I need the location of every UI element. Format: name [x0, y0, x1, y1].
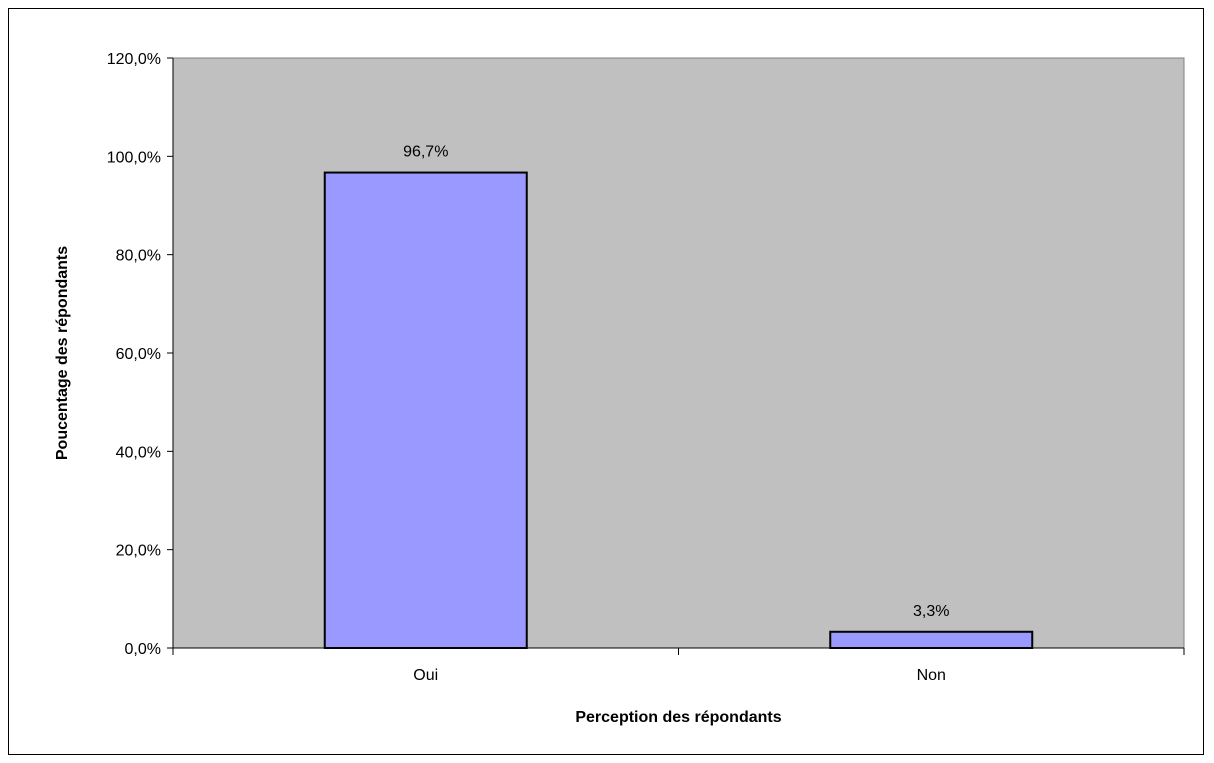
data-label-non: 3,3% — [913, 603, 949, 620]
x-axis-title: Perception des répondants — [575, 709, 781, 726]
y-tick-label: 80,0% — [116, 248, 161, 265]
bars-layer — [323, 171, 1034, 650]
x-tick-label-oui: Oui — [413, 667, 438, 684]
bar-non — [829, 630, 1034, 650]
y-tick-label: 40,0% — [116, 444, 161, 461]
y-tick-label: 60,0% — [116, 346, 161, 363]
y-tick-label: 100,0% — [107, 149, 161, 166]
y-axis-title: Poucentage des répondants — [54, 246, 71, 460]
bar-oui — [323, 171, 528, 650]
data-label-oui: 96,7% — [403, 144, 448, 161]
y-tick-label: 120,0% — [107, 51, 161, 68]
y-tick-label: 0,0% — [125, 641, 161, 658]
labels-layer: 96,7% Oui 3,3% Non 0,0% 20,0% 40,0% 60,0% 80,0% 1… — [107, 51, 950, 684]
x-tick-label-non: Non — [917, 667, 946, 684]
y-tick-label: 20,0% — [116, 543, 161, 560]
axes-layer — [167, 57, 1185, 655]
